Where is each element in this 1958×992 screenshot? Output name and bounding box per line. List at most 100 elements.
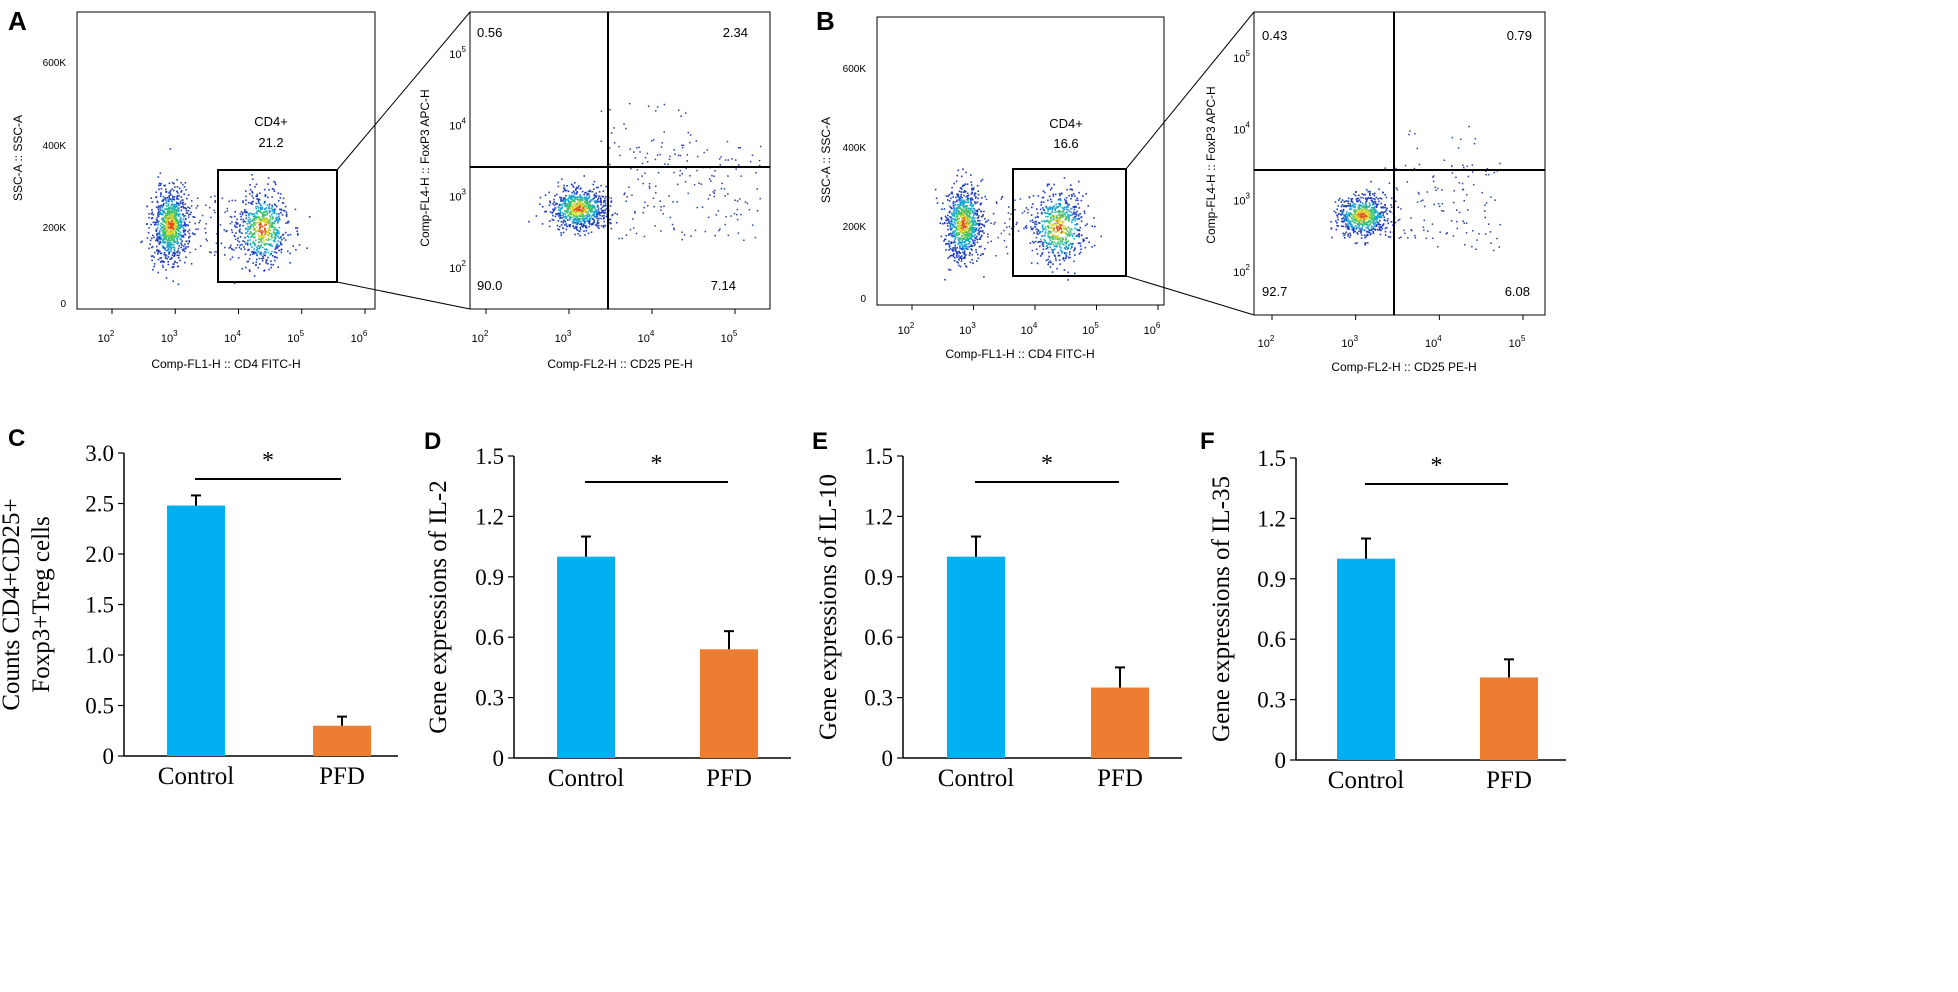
y-axis-label: SSC-A :: SSC-A xyxy=(819,117,833,203)
event-dot xyxy=(1059,218,1061,221)
event-dot xyxy=(569,203,572,205)
event-dot xyxy=(160,222,162,225)
event-dot xyxy=(297,234,299,236)
event-dot xyxy=(1418,193,1420,195)
event-dot xyxy=(1050,248,1053,251)
event-dot xyxy=(1366,242,1369,244)
event-dot xyxy=(1052,215,1055,217)
event-dot xyxy=(978,227,980,230)
event-dot xyxy=(984,195,986,198)
event-dot xyxy=(180,196,183,198)
event-dot xyxy=(265,261,267,263)
event-dot xyxy=(170,256,173,259)
event-dot xyxy=(148,213,150,215)
event-dot xyxy=(163,227,165,230)
event-dot xyxy=(554,195,556,197)
event-dot xyxy=(975,235,978,238)
event-dot xyxy=(1069,230,1072,232)
event-dot xyxy=(158,232,160,234)
event-dot xyxy=(584,218,587,220)
event-dot xyxy=(189,235,191,238)
event-dot xyxy=(759,145,762,148)
event-dot xyxy=(289,233,292,236)
event-dot xyxy=(255,261,258,264)
event-dot xyxy=(636,169,639,171)
event-dot xyxy=(1367,234,1369,236)
event-dot xyxy=(701,206,704,208)
event-dot xyxy=(594,213,596,216)
event-dot xyxy=(256,213,258,215)
y-tick-label: 600K xyxy=(43,58,67,69)
event-dot xyxy=(1370,180,1372,183)
event-dot xyxy=(1361,225,1364,228)
event-dot xyxy=(977,193,980,196)
event-dot xyxy=(276,216,279,219)
event-dot xyxy=(633,151,635,153)
event-dot xyxy=(1365,221,1368,224)
event-dot xyxy=(958,250,960,253)
event-dot xyxy=(1047,199,1049,202)
event-dot xyxy=(1362,208,1365,211)
event-dot xyxy=(1050,224,1053,226)
event-dot xyxy=(1042,248,1045,251)
event-dot xyxy=(168,237,170,239)
event-dot xyxy=(725,215,727,218)
event-dot xyxy=(1441,210,1443,212)
event-dot xyxy=(1083,212,1086,214)
event-dot xyxy=(167,231,169,234)
event-dot xyxy=(964,236,966,239)
event-dot xyxy=(1080,234,1083,236)
event-dot xyxy=(255,239,257,241)
event-dot xyxy=(1053,234,1055,236)
gate-value: 16.6 xyxy=(1053,136,1078,151)
event-dot xyxy=(289,252,291,255)
event-dot xyxy=(1342,217,1344,219)
event-dot xyxy=(1078,207,1081,209)
event-dot xyxy=(1374,218,1377,221)
event-dot xyxy=(180,206,183,209)
event-dot xyxy=(234,199,237,202)
event-dot xyxy=(268,205,270,208)
event-dot xyxy=(1062,221,1065,223)
event-dot xyxy=(1340,205,1343,208)
event-dot xyxy=(248,228,251,231)
event-dot xyxy=(588,200,591,203)
event-dot xyxy=(1060,228,1063,231)
event-dot xyxy=(748,208,751,211)
event-dot xyxy=(1360,227,1363,229)
event-dot xyxy=(263,254,266,256)
event-dot xyxy=(166,214,168,217)
event-dot xyxy=(586,194,588,196)
event-dot xyxy=(1083,210,1086,212)
event-dot xyxy=(957,194,960,196)
event-dot xyxy=(172,224,175,226)
event-dot xyxy=(556,193,558,196)
event-dot xyxy=(1071,219,1073,221)
event-dot xyxy=(166,235,168,238)
event-dot xyxy=(970,220,972,223)
event-dot xyxy=(264,244,266,246)
event-dot xyxy=(265,223,268,226)
event-dot xyxy=(1066,188,1068,191)
event-dot xyxy=(583,211,585,213)
event-dot xyxy=(172,189,175,192)
event-dot xyxy=(574,222,576,224)
event-dot xyxy=(713,192,716,194)
event-dot xyxy=(175,215,177,217)
event-dot xyxy=(265,217,268,220)
event-dot xyxy=(171,227,174,230)
event-dot xyxy=(263,219,266,221)
event-dot xyxy=(179,231,182,234)
event-dot xyxy=(944,238,946,241)
event-dot xyxy=(1057,206,1059,209)
event-dot xyxy=(695,140,698,142)
event-dot xyxy=(955,208,958,210)
event-dot xyxy=(652,139,655,141)
event-dot xyxy=(947,195,949,198)
event-dot xyxy=(1048,242,1050,244)
event-dot xyxy=(269,215,271,217)
event-dot xyxy=(170,194,172,196)
event-dot xyxy=(196,205,199,207)
event-dot xyxy=(180,220,182,223)
event-dot xyxy=(1078,235,1080,238)
